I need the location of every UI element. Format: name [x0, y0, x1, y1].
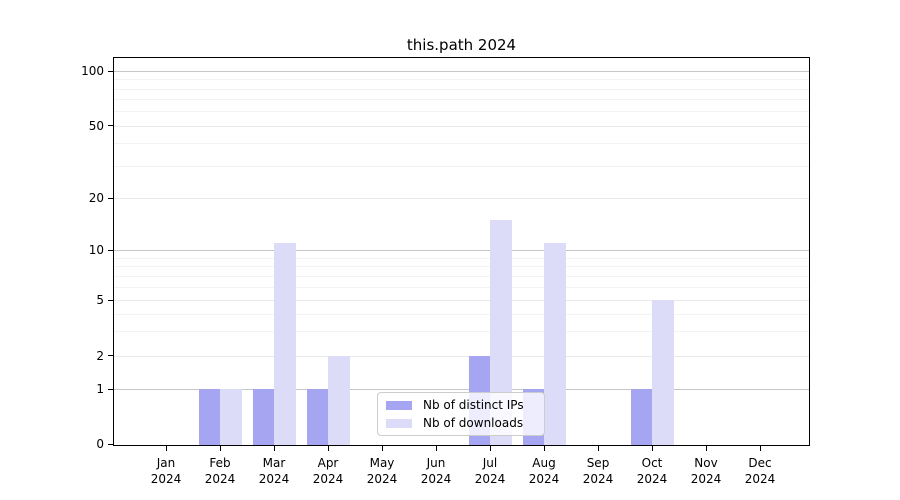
x-tick-mark — [165, 446, 167, 451]
y-tick-mark — [108, 355, 113, 357]
x-tick-mark — [273, 446, 275, 451]
x-tick-label-nov: Nov 2024 — [690, 456, 722, 486]
bar-distinct-ips-mar — [252, 389, 274, 445]
minor-gridline — [114, 88, 809, 90]
y-tick-mark — [108, 249, 113, 251]
bar-downloads-oct — [652, 300, 674, 445]
x-tick-label-feb: Feb 2024 — [204, 456, 236, 486]
gridline — [114, 355, 809, 357]
bar-downloads-mar — [274, 242, 296, 445]
legend-entry-downloads: Nb of downloads — [386, 416, 536, 430]
minor-gridline — [114, 275, 809, 277]
legend-swatch-downloads-icon — [386, 418, 412, 428]
x-tick-label-jul: Jul 2024 — [474, 456, 506, 486]
bar-downloads-jul — [490, 219, 512, 445]
major-gridline — [114, 389, 809, 390]
x-tick-mark — [435, 446, 437, 451]
y-tick-label-0: 0 — [96, 437, 104, 451]
minor-gridline — [114, 257, 809, 259]
y-tick-mark — [108, 125, 113, 127]
major-gridline — [114, 250, 809, 251]
x-tick-label-jun: Jun 2024 — [420, 456, 452, 486]
legend-label-downloads: Nb of downloads — [423, 416, 524, 430]
x-tick-mark — [705, 446, 707, 451]
y-tick-label-50: 50 — [88, 118, 104, 133]
legend-entry-distinct-ips: Nb of distinct IPs — [386, 398, 536, 412]
bar-downloads-feb — [220, 389, 242, 445]
x-tick-mark — [543, 446, 545, 451]
x-tick-mark — [651, 446, 653, 451]
minor-gridline — [114, 79, 809, 81]
y-tick-label-5: 5 — [96, 293, 104, 307]
legend-swatch-distinct-ips-icon — [386, 400, 412, 410]
x-tick-label-oct: Oct 2024 — [636, 456, 668, 486]
minor-gridline — [114, 330, 809, 332]
legend: Nb of distinct IPs Nb of downloads — [377, 392, 545, 436]
y-tick-mark — [108, 388, 113, 390]
y-tick-label-2: 2 — [96, 348, 104, 363]
x-tick-label-apr: Apr 2024 — [312, 456, 344, 486]
x-tick-label-dec: Dec 2024 — [744, 456, 776, 486]
x-tick-mark — [381, 446, 383, 451]
minor-gridline — [114, 143, 809, 145]
x-tick-label-aug: Aug 2024 — [528, 456, 560, 486]
plot-area — [113, 57, 810, 446]
x-tick-label-jan: Jan 2024 — [150, 456, 182, 486]
y-tick-mark — [108, 443, 113, 445]
bar-distinct-ips-apr — [306, 389, 328, 445]
bar-distinct-ips-feb — [198, 389, 220, 445]
y-tick-mark — [108, 299, 113, 301]
gridline — [114, 125, 809, 127]
minor-gridline — [114, 165, 809, 167]
minor-gridline — [114, 99, 809, 100]
x-tick-mark — [219, 446, 221, 451]
x-tick-mark — [489, 446, 491, 451]
x-tick-mark — [759, 446, 761, 451]
gridline — [114, 300, 809, 301]
bar-distinct-ips-oct — [630, 389, 652, 445]
minor-gridline — [114, 286, 809, 288]
y-tick-mark — [108, 70, 113, 72]
gridline — [114, 198, 809, 199]
x-tick-label-mar: Mar 2024 — [258, 456, 290, 486]
major-gridline — [114, 71, 809, 72]
bar-downloads-apr — [328, 355, 350, 445]
bar-downloads-aug — [544, 242, 566, 445]
y-tick-label-1: 1 — [96, 382, 104, 396]
minor-gridline — [114, 313, 809, 315]
x-tick-label-sep: Sep 2024 — [582, 456, 614, 486]
x-tick-label-may: May 2024 — [366, 456, 398, 486]
legend-label-distinct-ips: Nb of distinct IPs — [423, 398, 524, 412]
minor-gridline — [114, 266, 809, 268]
y-tick-mark — [108, 197, 113, 199]
chart-title: this.path 2024 — [406, 36, 517, 54]
x-tick-mark — [327, 446, 329, 451]
y-tick-label-100: 100 — [81, 64, 104, 78]
minor-gridline — [114, 111, 809, 113]
y-tick-label-20: 20 — [88, 191, 104, 205]
y-tick-label-10: 10 — [88, 243, 104, 257]
x-tick-mark — [597, 446, 599, 451]
